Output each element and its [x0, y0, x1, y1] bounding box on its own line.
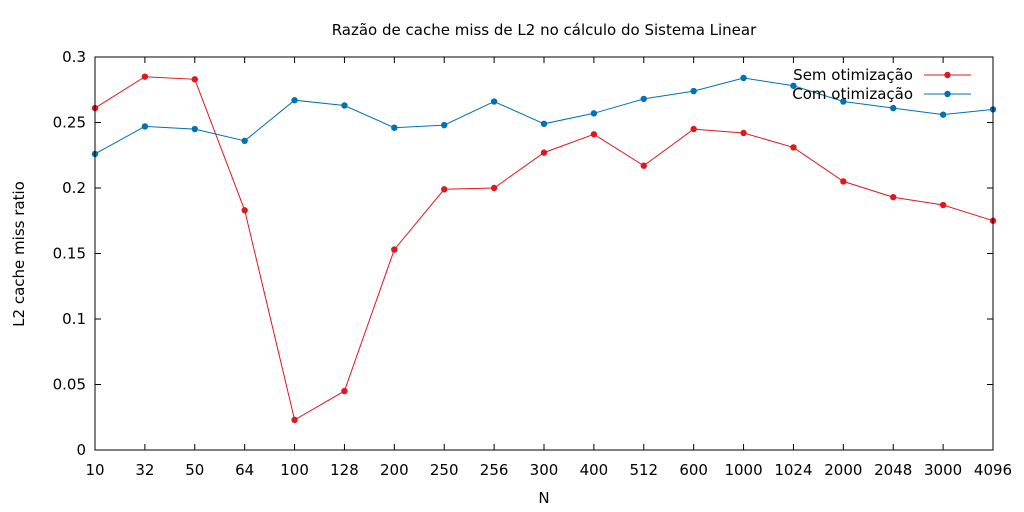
data-point: [141, 123, 149, 130]
data-point: [890, 193, 897, 201]
x-tick-label: 200: [380, 461, 409, 479]
data-point: [341, 387, 348, 395]
data-point: [141, 73, 149, 80]
data-point: [740, 74, 747, 82]
data-point: [640, 162, 647, 169]
x-tick-label: 512: [629, 461, 658, 479]
data-point: [241, 137, 248, 145]
data-point: [191, 76, 198, 83]
data-point: [490, 98, 498, 105]
legend-swatch-point: [944, 90, 951, 98]
x-axis-label: N: [538, 489, 549, 507]
x-tick-label: 1000: [724, 461, 762, 479]
data-point: [291, 416, 298, 424]
x-tick-label: 32: [135, 461, 154, 479]
data-point: [191, 125, 198, 133]
data-point: [540, 120, 548, 128]
x-tick-label: 50: [185, 461, 204, 479]
y-tick-label: 0.15: [53, 245, 86, 263]
y-tick-label: 0.3: [62, 48, 86, 66]
series-com-otimizacao: [91, 74, 997, 158]
data-point: [640, 95, 647, 103]
x-tick-label: 3000: [924, 461, 962, 479]
x-tick-label: 100: [280, 461, 309, 479]
series-sem-otimizacao: [91, 73, 997, 424]
x-tick-label: 2048: [874, 461, 912, 479]
x-tick-label: 2000: [824, 461, 862, 479]
x-tick-label: 128: [330, 461, 359, 479]
x-tick-label: 250: [430, 461, 459, 479]
x-tick-label: 64: [235, 461, 254, 479]
x-tick-label: 1024: [774, 461, 812, 479]
legend-swatch-point: [944, 71, 951, 79]
y-tick-label: 0.2: [62, 179, 86, 197]
axis-ticks: 0 0.05 0.1 0.15 0.2 0.25 0.3 10 32 50 64 100 128 200 2…: [53, 48, 1013, 479]
plot-frame: [94, 56, 994, 451]
data-point: [391, 124, 398, 131]
data-point: [540, 149, 548, 156]
legend-label: Com otimização: [792, 85, 913, 103]
data-point: [391, 246, 398, 253]
y-tick-label: 0.05: [53, 376, 86, 394]
data-point: [690, 87, 697, 95]
data-point: [590, 131, 598, 138]
y-tick-label: 0: [76, 441, 86, 459]
x-tick-label: 300: [530, 461, 559, 479]
legend-label: Sem otimização: [793, 66, 913, 84]
y-axis-label: L2 cache miss ratio: [10, 181, 28, 327]
data-point: [490, 184, 498, 192]
data-point: [441, 121, 448, 129]
series-layer: [91, 73, 997, 424]
data-point: [790, 144, 797, 151]
x-tick-label: 10: [85, 461, 104, 479]
data-point: [840, 98, 847, 105]
data-point: [840, 178, 847, 185]
series-line: [94, 76, 994, 421]
chart-title: Razão de cache miss de L2 no cálculo do …: [332, 21, 757, 39]
data-point: [939, 201, 947, 209]
data-point: [241, 207, 248, 214]
data-point: [341, 102, 348, 109]
x-tick-label: 256: [480, 461, 509, 479]
legend-entry: Sem otimização: [793, 66, 971, 84]
data-point: [441, 186, 448, 193]
data-point: [790, 82, 797, 90]
y-tick-label: 0.25: [53, 114, 86, 132]
data-point: [690, 125, 697, 133]
x-tick-label: 4096: [974, 461, 1012, 479]
data-point: [590, 110, 598, 117]
x-tick-label: 400: [580, 461, 609, 479]
data-point: [291, 97, 298, 104]
data-point: [890, 104, 897, 112]
data-point: [740, 129, 747, 137]
legend-entry: Com otimização: [792, 85, 971, 103]
y-tick-label: 0.1: [62, 310, 86, 328]
x-tick-label: 600: [679, 461, 708, 479]
data-point: [939, 111, 947, 118]
